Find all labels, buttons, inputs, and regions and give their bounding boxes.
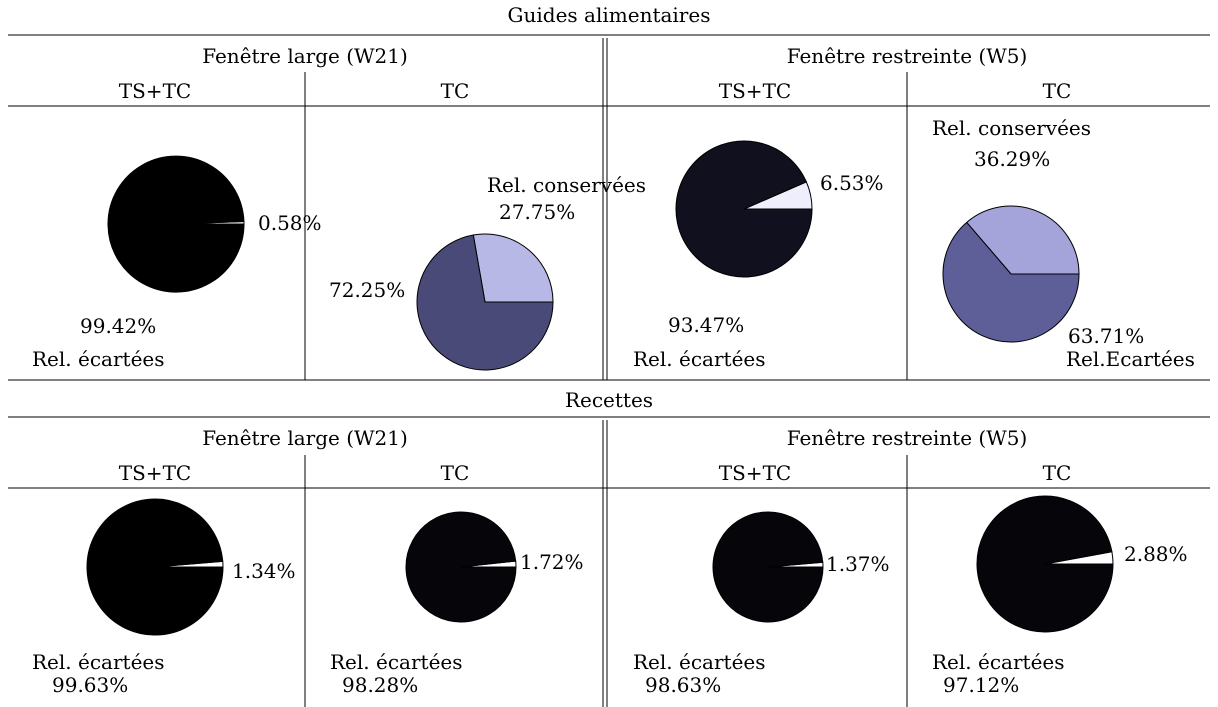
pie-slice bbox=[976, 495, 1114, 633]
slice-value-label: 6.53% bbox=[820, 171, 884, 195]
section-title: Guides alimentaires bbox=[508, 3, 711, 27]
window-label-restreinte: Fenêtre restreinte (W5) bbox=[787, 426, 1028, 450]
slice-value-label: 98.63% bbox=[645, 673, 721, 697]
window-label-large: Fenêtre large (W21) bbox=[202, 426, 408, 450]
pie-slice bbox=[966, 205, 1080, 275]
pie-guides-restreinte-tstc bbox=[675, 140, 813, 278]
slice-value-label: 1.34% bbox=[232, 559, 296, 583]
pie-guides-large-tstc bbox=[107, 155, 245, 293]
slice-category-label: Rel. écartées bbox=[330, 650, 463, 674]
slice-value-label: 27.75% bbox=[499, 200, 575, 224]
window-label-large: Fenêtre large (W21) bbox=[202, 44, 408, 68]
slice-value-label: 98.28% bbox=[342, 673, 418, 697]
pie-slice bbox=[942, 221, 1080, 343]
column-label: TS+TC bbox=[719, 461, 791, 485]
column-label: TC bbox=[441, 461, 470, 485]
pie-slice bbox=[405, 511, 517, 623]
pie-slice bbox=[712, 511, 824, 623]
slice-value-label: 93.47% bbox=[668, 313, 744, 337]
slice-value-label: 63.71% bbox=[1068, 324, 1144, 348]
pie-recettes-restreinte-tstc bbox=[712, 511, 824, 623]
slice-category-label: Rel. écartées bbox=[633, 347, 766, 371]
slice-category-label: Rel. écartées bbox=[932, 650, 1065, 674]
column-label: TS+TC bbox=[119, 461, 191, 485]
slice-category-label: Rel. conservées bbox=[487, 173, 646, 197]
slice-value-label: 1.72% bbox=[520, 550, 584, 574]
slice-category-label: Rel. conservées bbox=[932, 116, 1091, 140]
slice-category-label: Rel. écartées bbox=[633, 650, 766, 674]
slice-value-label: 72.25% bbox=[329, 278, 405, 302]
slice-value-label: 99.63% bbox=[52, 673, 128, 697]
pie-recettes-large-tc bbox=[405, 511, 517, 623]
pie-guides-restreinte-tc bbox=[942, 205, 1080, 343]
section-title: Recettes bbox=[565, 388, 653, 412]
column-label: TC bbox=[441, 79, 470, 103]
slice-value-label: 1.37% bbox=[826, 552, 890, 576]
pie-slice bbox=[675, 140, 813, 278]
pie-recettes-large-tstc bbox=[86, 498, 224, 636]
slice-value-label: 97.12% bbox=[943, 673, 1019, 697]
window-label-restreinte: Fenêtre restreinte (W5) bbox=[787, 44, 1028, 68]
slice-category-label: Rel.Ecartées bbox=[1066, 347, 1195, 371]
column-label: TS+TC bbox=[119, 79, 191, 103]
pie-slice bbox=[472, 233, 554, 303]
slice-category-label: Rel. écartées bbox=[32, 650, 165, 674]
slice-value-label: 99.42% bbox=[80, 314, 156, 338]
column-label: TC bbox=[1043, 79, 1072, 103]
column-label: TC bbox=[1043, 461, 1072, 485]
section-guides-alimentaires: Guides alimentaires Fenêtre large (W21) … bbox=[8, 3, 1210, 381]
pie-recettes-restreinte-tc bbox=[976, 495, 1114, 633]
pie-slice bbox=[86, 498, 224, 636]
column-label: TS+TC bbox=[719, 79, 791, 103]
slice-value-label: 2.88% bbox=[1124, 542, 1188, 566]
slice-category-label: Rel. écartées bbox=[32, 347, 165, 371]
pie-slice bbox=[416, 234, 554, 371]
slice-value-label: 36.29% bbox=[974, 147, 1050, 171]
section-recettes: Recettes Fenêtre large (W21) Fenêtre res… bbox=[8, 388, 1210, 707]
pie-slice bbox=[107, 155, 245, 293]
slice-value-label: 0.58% bbox=[258, 211, 322, 235]
pie-guides-large-tc bbox=[416, 233, 554, 371]
